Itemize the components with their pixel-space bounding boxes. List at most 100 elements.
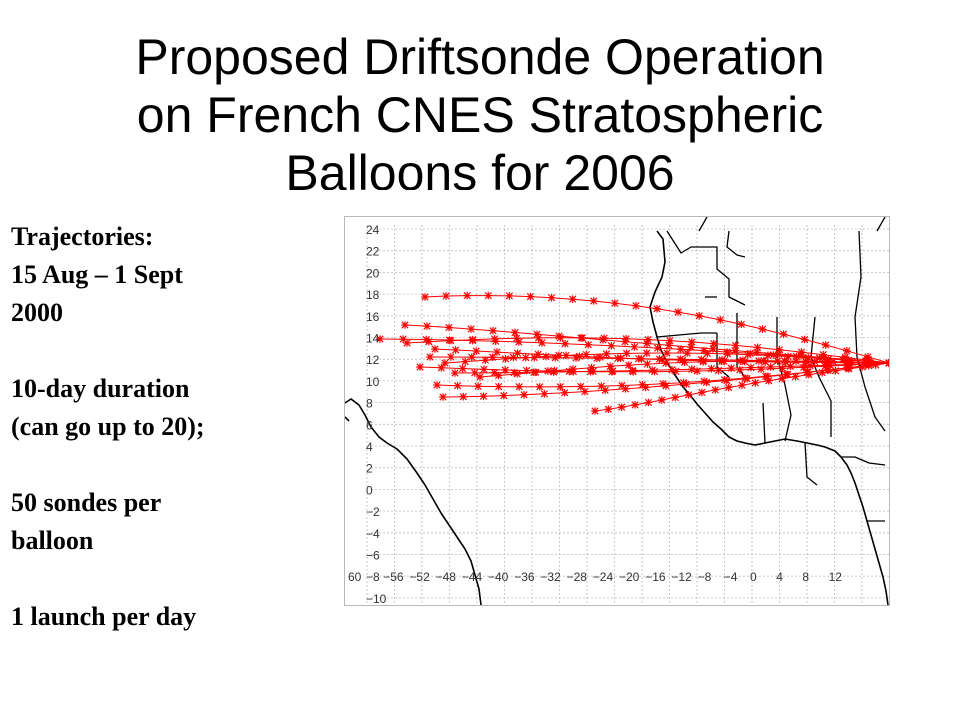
trajectory-marker <box>624 361 633 369</box>
trajectory-marker <box>644 398 653 407</box>
trajectory-marker <box>824 355 833 363</box>
trajectory-marker <box>786 362 795 371</box>
trajectory-marker <box>534 350 542 359</box>
trajectory-marker <box>753 348 761 357</box>
trajectory-marker <box>575 352 584 361</box>
trajectory-marker <box>597 382 606 390</box>
trajectory-marker <box>515 383 523 391</box>
trajectory-marker <box>509 353 518 362</box>
trajectory-marker <box>753 343 762 352</box>
trajectory-marker <box>655 355 664 363</box>
trajectory-marker <box>702 378 711 387</box>
trajectory-marker <box>829 357 838 366</box>
trajectory-marker <box>641 383 650 392</box>
lat-tick-label: 16 <box>366 310 380 324</box>
trajectory-marker <box>609 367 617 375</box>
trajectory-marker <box>501 366 510 374</box>
trajectory-marker <box>648 366 657 374</box>
notes-heading: Trajectories: <box>11 222 154 251</box>
trajectory-marker <box>458 364 467 373</box>
trajectory-marker <box>864 361 873 370</box>
trajectory-marker <box>731 341 740 350</box>
trajectory-marker <box>723 376 731 385</box>
trajectory-marker <box>606 362 614 371</box>
border <box>726 230 746 258</box>
trajectory-marker <box>663 349 671 357</box>
trajectory-marker <box>720 375 729 384</box>
trajectory-marker <box>699 357 707 366</box>
trajectory-marker <box>792 352 801 361</box>
trajectory-marker <box>703 349 712 358</box>
trajectory-marker <box>683 349 691 357</box>
notes-year: 2000 <box>11 298 63 327</box>
trajectory-marker <box>858 363 867 371</box>
lat-tick-label: 0 <box>366 483 373 497</box>
trajectory-marker <box>587 363 596 372</box>
border <box>776 317 792 442</box>
trajectory-marker <box>512 334 521 343</box>
trajectory-marker <box>680 358 689 367</box>
trajectory-marker <box>569 365 577 373</box>
trajectory-marker <box>425 337 433 346</box>
trajectory-marker <box>804 353 813 362</box>
trajectory-marker <box>376 335 384 343</box>
trajectory-marker <box>481 356 490 364</box>
border <box>804 442 818 486</box>
trajectory-marker <box>747 363 755 372</box>
trajectory-marker <box>819 350 828 359</box>
lat-tick-label: 18 <box>366 288 380 302</box>
trajectory-marker <box>547 293 556 302</box>
trajectory-marker <box>526 292 535 301</box>
trajectory-marker <box>621 337 629 346</box>
trajectory-marker <box>467 325 475 333</box>
lon-tick-label: 4 <box>776 570 783 584</box>
trajectory-marker <box>577 382 585 391</box>
trajectory-marker <box>550 366 559 375</box>
trajectory-marker <box>687 343 695 351</box>
lat-tick-label: 6 <box>366 418 373 432</box>
trajectory-marker <box>711 386 720 394</box>
trajectory-marker <box>717 357 726 366</box>
trajectory-marker <box>797 348 806 356</box>
trajectory-marker <box>520 390 528 399</box>
trajectory-marker <box>799 363 808 372</box>
lat-tick-label: −2 <box>366 505 380 519</box>
trajectory-marker <box>766 363 775 371</box>
trajectory-marker <box>513 349 522 357</box>
title-line: on French CNES Stratospheric <box>136 87 824 143</box>
trajectory-marker <box>468 335 477 344</box>
trajectory-marker <box>737 320 746 329</box>
trajectory-marker <box>671 393 679 402</box>
trajectory-marker <box>500 391 508 400</box>
trajectory-marker <box>773 357 782 365</box>
trajectory-marker <box>775 345 784 354</box>
trajectory-marker <box>764 351 772 360</box>
trajectory-marker <box>480 365 488 374</box>
trajectory-marker <box>490 368 499 377</box>
trajectory-marker <box>551 353 559 362</box>
notes-duration: 10-day duration <box>11 374 190 403</box>
trajectory-layer <box>376 291 889 415</box>
trajectory-marker <box>593 354 601 362</box>
trajectory-marker <box>665 341 673 350</box>
lon-tick-label: 0 <box>750 570 757 584</box>
slide-title: Proposed Driftsonde Operation on French … <box>0 28 960 190</box>
lat-tick-label: 2 <box>366 462 373 476</box>
trajectory-marker <box>826 361 834 369</box>
lon-tick-label: −48 <box>436 570 457 584</box>
notes-sondes: 50 sondes per <box>11 488 162 517</box>
trajectory-marker <box>843 347 851 355</box>
caribbean-islands <box>345 416 350 422</box>
trajectory-marker <box>472 347 481 355</box>
trajectory-marker <box>416 363 424 371</box>
trajectory-marker <box>437 364 446 372</box>
trajectory-marker <box>493 348 501 356</box>
lon-tick-label: 8 <box>802 570 809 584</box>
trajectory-marker <box>622 334 630 343</box>
trajectory-marker <box>769 351 778 359</box>
trajectory-marker <box>676 345 685 354</box>
trajectory-marker <box>439 393 447 401</box>
lon-tick-label: −8 <box>698 570 712 584</box>
lon-tick-label: −52 <box>409 570 430 584</box>
trajectory-marker <box>613 354 622 363</box>
